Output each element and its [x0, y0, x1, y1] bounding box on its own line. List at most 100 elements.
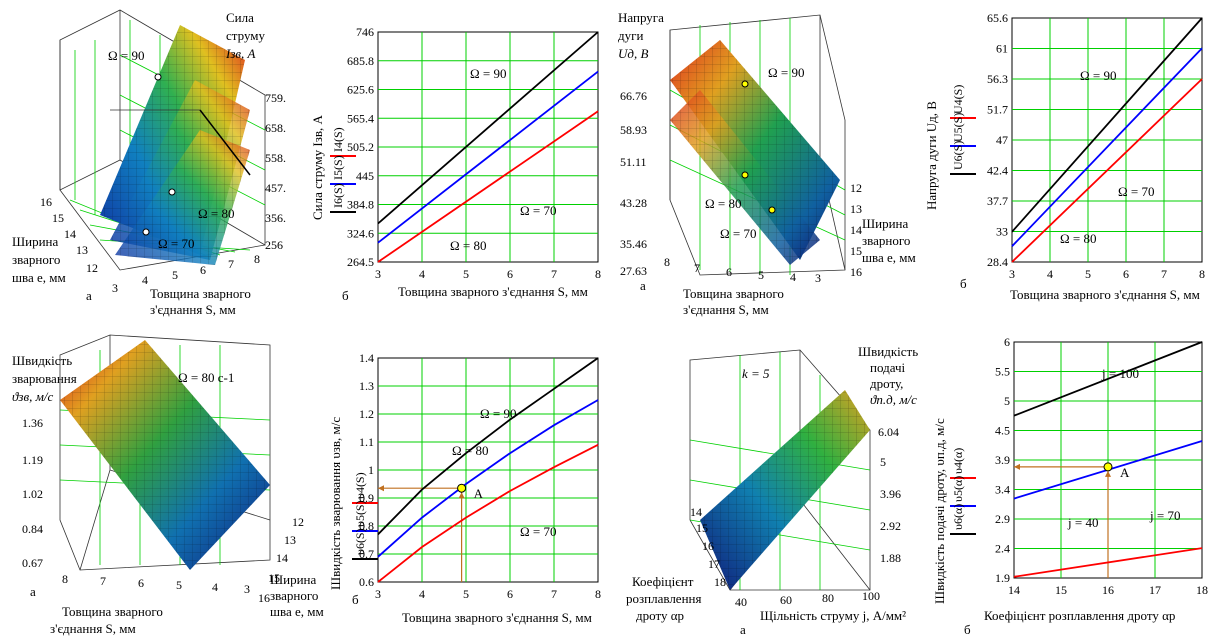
svg-text:1.02: 1.02 — [22, 487, 43, 501]
svg-text:8: 8 — [254, 252, 260, 266]
svg-text:6: 6 — [138, 576, 144, 590]
line-annotation: Ω = 80 — [452, 443, 489, 458]
x-tick-label: 7 — [551, 587, 557, 601]
surface-feed-yticks: 14 15 16 17 18 — [690, 505, 726, 589]
line-annotation: Ω = 90 — [480, 406, 517, 421]
x-tick-label: 18 — [1196, 583, 1208, 597]
svg-text:8: 8 — [62, 572, 68, 586]
surface-current-ylabel-3: шва e, мм — [12, 270, 66, 285]
y-tick-label: 1.9 — [995, 571, 1010, 585]
svg-text:14: 14 — [690, 505, 702, 519]
legend-label: υ6(α) — [951, 504, 965, 530]
y-tick-label: 1.3 — [359, 379, 374, 393]
surface-current-xlabel-1: Товщина зварного — [150, 286, 251, 301]
y-tick-label: 65.6 — [987, 11, 1008, 25]
line-annotation: Ω = 70 — [1118, 184, 1155, 199]
chart-current-xlabel: Товщина зварного з'єднання S, мм — [398, 284, 588, 299]
y-tick-label: 1.1 — [359, 435, 374, 449]
y-tick-label: 2.4 — [995, 542, 1010, 556]
x-tick-label: 4 — [419, 267, 425, 281]
legend-label: υ6(S) — [353, 528, 367, 555]
marker-point — [1103, 462, 1113, 472]
svg-text:7: 7 — [694, 261, 700, 275]
surface-feed-k: k = 5 — [742, 366, 770, 381]
x-tick-label: 3 — [375, 587, 381, 601]
chart-voltage-vs-thickness: 3 4 5 6 7 8 28.4 33 37.7 42.4 47 51.7 56.3 61 65.6 Ω = … — [950, 11, 1205, 281]
surface-voltage-omega80: Ω = 80 — [705, 196, 742, 211]
legend-label: υ5(S) — [353, 500, 367, 527]
surface-voltage-ylabel-2: зварного — [862, 233, 910, 248]
chart-current-ylabel: Сила струму Iзв, А — [310, 115, 325, 220]
series-line-2 — [377, 399, 599, 558]
x-tick-label: 16 — [1102, 583, 1114, 597]
surface-feed-title-3: дроту, — [870, 376, 903, 391]
y-tick-label: 4.5 — [995, 424, 1010, 438]
panel-label-a-1: а — [86, 288, 92, 303]
line-annotation: Ω = 80 — [1060, 231, 1097, 246]
surface-voltage-title-1: Напруга — [618, 10, 664, 25]
svg-text:3: 3 — [112, 281, 118, 295]
svg-text:1.36: 1.36 — [22, 416, 43, 430]
svg-text:51.11: 51.11 — [620, 155, 647, 169]
surface-feed-xlabel: Щільність струму j, А/мм² — [760, 608, 906, 623]
series-line-1 — [377, 110, 599, 263]
y-tick-label: 3.4 — [995, 483, 1010, 497]
surface-speed-xticks: 8 7 6 5 4 3 — [62, 572, 250, 596]
svg-text:15: 15 — [52, 211, 64, 225]
y-tick-label: 47 — [996, 133, 1008, 147]
svg-text:2.92: 2.92 — [880, 519, 901, 533]
y-tick-label: 2.9 — [995, 512, 1010, 526]
panel-label-b-4: б — [960, 276, 967, 291]
surface-current-title-1: Сила — [226, 10, 254, 25]
surface-current-xlabel-2: з'єднання S, мм — [150, 302, 236, 317]
surface-feed-zticks: 6.04 5 3.96 2.92 1.88 — [878, 425, 901, 565]
svg-text:5: 5 — [758, 268, 764, 282]
svg-text:14: 14 — [276, 551, 288, 565]
svg-text:356.: 356. — [265, 211, 286, 225]
surface-voltage: Ω = 90 Ω = 80 Ω = 70 Напруга дуги Uд, В … — [618, 10, 916, 317]
chart-voltage-ylabel: Напруга дуги Uд, В — [924, 101, 939, 210]
x-tick-label: 8 — [1199, 267, 1205, 281]
line-annotation: Ω = 70 — [520, 524, 557, 539]
svg-text:15: 15 — [696, 521, 708, 535]
series-line-1 — [1013, 547, 1203, 578]
surface-speed-yticks: 12 13 14 15 16 — [258, 515, 304, 605]
surface-speed-zticks: 1.36 1.19 1.02 0.84 0.67 — [22, 416, 43, 570]
x-tick-label: 6 — [1123, 267, 1129, 281]
surface-current-yticks: 16 15 14 13 12 — [40, 195, 98, 275]
x-tick-label: 5 — [1085, 267, 1091, 281]
chart-feed-vs-melting: 14 15 16 17 18 1.9 2.4 2.9 3.4 3.9 4.5 5 5.5 6 Aj = 10… — [950, 335, 1208, 597]
y-tick-label: 324.6 — [347, 226, 374, 240]
y-tick-label: 264.5 — [347, 255, 374, 269]
y-tick-label: 1 — [368, 463, 374, 477]
svg-text:3: 3 — [244, 582, 250, 596]
surface-voltage-xticks: 8 7 6 5 4 3 — [664, 255, 821, 285]
svg-text:8: 8 — [664, 255, 670, 269]
y-tick-label: 3.9 — [995, 453, 1010, 467]
x-tick-label: 8 — [595, 267, 601, 281]
x-tick-label: 5 — [463, 267, 469, 281]
svg-text:13: 13 — [76, 243, 88, 257]
x-tick-label: 4 — [1047, 267, 1053, 281]
svg-text:5: 5 — [880, 455, 886, 469]
svg-text:13: 13 — [850, 202, 862, 216]
surface-speed: Ω = 80 с-1 Швидкість зварювання ϑзв, м/с… — [12, 334, 324, 636]
legend-label: I4(S) — [331, 127, 345, 152]
chart-speed-ylabel: Швидкість зварювання υзв, м/с — [328, 417, 343, 590]
svg-text:0.67: 0.67 — [22, 556, 43, 570]
svg-text:1.88: 1.88 — [880, 551, 901, 565]
chart-current-vs-thickness: 3 4 5 6 7 8 264.5 324.6 384.8 445 505.2 565.4 625.6 6… — [330, 25, 601, 281]
y-tick-label: 0.9 — [359, 491, 374, 505]
svg-text:12: 12 — [292, 515, 304, 529]
y-tick-label: 56.3 — [987, 72, 1008, 86]
chart-speed-xlabel: Товщина зварного з'єднання S, мм — [402, 610, 592, 625]
surface-current-xticks: 3 4 5 6 7 8 — [112, 252, 260, 295]
y-tick-label: 0.7 — [359, 547, 374, 561]
legend-label: U6(S) — [951, 141, 965, 170]
series-line-1 — [377, 443, 599, 583]
y-tick-label: 565.4 — [347, 111, 374, 125]
svg-text:256: 256 — [265, 238, 283, 252]
surface-feed-xticks: 40 60 80 100 — [735, 589, 880, 609]
panel-label-a-3: а — [640, 278, 646, 293]
surface-current-ylabel-1: Ширина — [12, 234, 58, 249]
